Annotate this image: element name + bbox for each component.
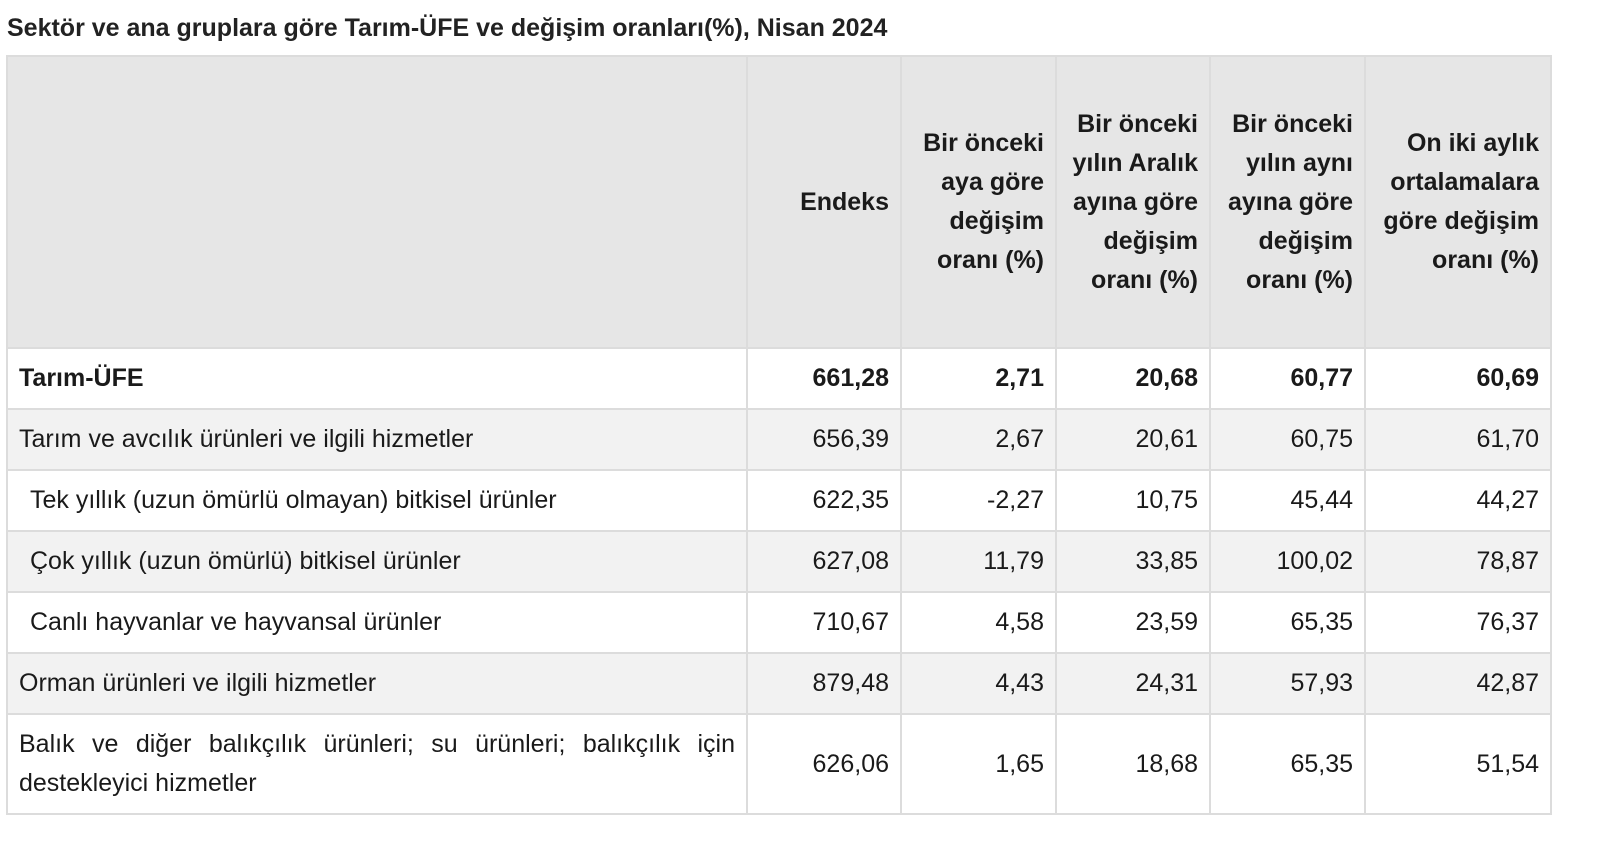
cell-monthly-change: -2,27 (900, 469, 1057, 532)
table-row: Tarım-ÜFE 661,28 2,71 20,68 60,77 60,69 (6, 347, 1552, 410)
cell-12month-avg-change: 60,69 (1364, 347, 1552, 410)
cell-annual-change: 45,44 (1209, 469, 1366, 532)
cell-endeks: 879,48 (746, 652, 902, 715)
cell-12month-avg-change: 76,37 (1364, 591, 1552, 654)
row-label: Orman ürünleri ve ilgili hizmetler (6, 652, 748, 715)
row-label: Balık ve diğer balıkçılık ürünleri; su ü… (6, 713, 748, 815)
row-label: Tek yıllık (uzun ömürlü olmayan) bitkise… (6, 469, 748, 532)
cell-annual-change: 60,77 (1209, 347, 1366, 410)
cell-december-change: 10,75 (1055, 469, 1211, 532)
cell-annual-change: 57,93 (1209, 652, 1366, 715)
cell-endeks: 627,08 (746, 530, 902, 593)
header-12month-avg-change: On iki aylık ortalamalara göre değişim o… (1364, 55, 1552, 349)
cell-monthly-change: 2,71 (900, 347, 1057, 410)
cell-12month-avg-change: 44,27 (1364, 469, 1552, 532)
table-row: Orman ürünleri ve ilgili hizmetler 879,4… (6, 652, 1552, 715)
cell-endeks: 622,35 (746, 469, 902, 532)
cell-december-change: 33,85 (1055, 530, 1211, 593)
header-empty (6, 55, 748, 349)
cell-monthly-change: 2,67 (900, 408, 1057, 471)
row-label: Tarım-ÜFE (6, 347, 748, 410)
cell-december-change: 23,59 (1055, 591, 1211, 654)
cell-annual-change: 65,35 (1209, 591, 1366, 654)
table-header-row: Endeks Bir önceki aya göre değişim oranı… (6, 55, 1552, 349)
cell-annual-change: 100,02 (1209, 530, 1366, 593)
row-label: Tarım ve avcılık ürünleri ve ilgili hizm… (6, 408, 748, 471)
cell-endeks: 656,39 (746, 408, 902, 471)
cell-12month-avg-change: 51,54 (1364, 713, 1552, 815)
cell-endeks: 661,28 (746, 347, 902, 410)
header-endeks: Endeks (746, 55, 902, 349)
data-table: Endeks Bir önceki aya göre değişim oranı… (6, 55, 1552, 815)
row-label: Çok yıllık (uzun ömürlü) bitkisel ürünle… (6, 530, 748, 593)
cell-december-change: 20,61 (1055, 408, 1211, 471)
cell-december-change: 24,31 (1055, 652, 1211, 715)
cell-december-change: 18,68 (1055, 713, 1211, 815)
cell-monthly-change: 1,65 (900, 713, 1057, 815)
cell-december-change: 20,68 (1055, 347, 1211, 410)
cell-endeks: 710,67 (746, 591, 902, 654)
cell-monthly-change: 11,79 (900, 530, 1057, 593)
table-title: Sektör ve ana gruplara göre Tarım-ÜFE ve… (7, 14, 888, 42)
cell-endeks: 626,06 (746, 713, 902, 815)
cell-12month-avg-change: 78,87 (1364, 530, 1552, 593)
cell-annual-change: 65,35 (1209, 713, 1366, 815)
header-december-change: Bir önceki yılın Aralık ayına göre değiş… (1055, 55, 1211, 349)
cell-12month-avg-change: 42,87 (1364, 652, 1552, 715)
table-row: Çok yıllık (uzun ömürlü) bitkisel ürünle… (6, 530, 1552, 593)
cell-monthly-change: 4,43 (900, 652, 1057, 715)
cell-annual-change: 60,75 (1209, 408, 1366, 471)
cell-monthly-change: 4,58 (900, 591, 1057, 654)
header-monthly-change: Bir önceki aya göre değişim oranı (%) (900, 55, 1057, 349)
header-annual-change: Bir önceki yılın aynı ayına göre değişim… (1209, 55, 1366, 349)
table-row: Tek yıllık (uzun ömürlü olmayan) bitkise… (6, 469, 1552, 532)
row-label: Canlı hayvanlar ve hayvansal ürünler (6, 591, 748, 654)
table-row: Canlı hayvanlar ve hayvansal ürünler 710… (6, 591, 1552, 654)
cell-12month-avg-change: 61,70 (1364, 408, 1552, 471)
table-row: Balık ve diğer balıkçılık ürünleri; su ü… (6, 713, 1552, 815)
table-row: Tarım ve avcılık ürünleri ve ilgili hizm… (6, 408, 1552, 471)
